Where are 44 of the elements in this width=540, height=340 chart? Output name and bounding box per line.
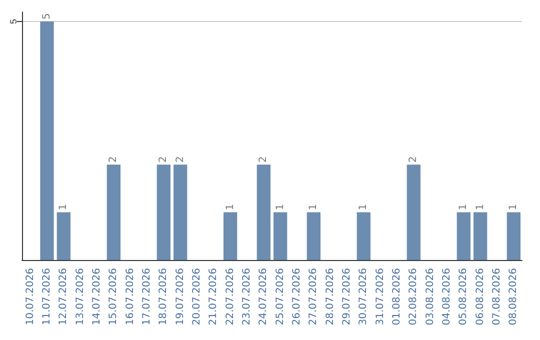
data-label: 2 — [408, 156, 420, 163]
x-tick-label: 03.08.2026 — [424, 268, 436, 326]
data-label: 5 — [42, 13, 52, 20]
x-tick-label: 08.08.2026 — [508, 268, 520, 326]
data-label: 1 — [58, 204, 70, 210]
x-tick-label: 10.07.2026 — [24, 268, 36, 326]
x-tick-label: 22.07.2026 — [224, 268, 236, 326]
data-label: 1 — [508, 204, 520, 210]
x-tick-label: 11.07.2026 — [42, 268, 52, 326]
x-tick-label: 21.07.2026 — [208, 268, 220, 326]
x-tick-label: 28.07.2026 — [324, 268, 336, 326]
x-tick-label: 13.07.2026 — [74, 268, 86, 326]
x-tick-label: 15.07.2026 — [108, 268, 120, 326]
x-tick-label: 27.07.2026 — [308, 268, 320, 326]
x-tick-label: 19.07.2026 — [174, 268, 186, 326]
x-tick-label: 06.08.2026 — [474, 268, 486, 326]
data-label: 1 — [224, 204, 236, 210]
data-label: 2 — [158, 156, 170, 163]
x-tick-label: 29.07.2026 — [342, 268, 352, 326]
x-tick-label: 12.07.2026 — [58, 268, 70, 326]
x-tick-label: 17.07.2026 — [142, 268, 152, 326]
data-label: 1 — [474, 204, 486, 210]
data-label: 1 — [274, 204, 286, 210]
x-tick-label: 14.07.2026 — [92, 268, 102, 326]
data-label: 2 — [108, 156, 120, 163]
data-label: 1 — [358, 204, 370, 210]
x-tick-label: 25.07.2026 — [274, 268, 286, 326]
x-tick-label: 01.08.2026 — [392, 268, 402, 326]
data-label: 1 — [458, 204, 470, 210]
x-tick-label: 26.07.2026 — [292, 268, 302, 326]
data-label: 2 — [258, 156, 270, 163]
x-tick-label: 24.07.2026 — [258, 268, 270, 326]
x-tick-label: 02.08.2026 — [408, 268, 420, 326]
x-tick-label: 18.07.2026 — [158, 268, 170, 326]
x-tick-label: 23.07.2026 — [242, 268, 252, 326]
x-tick-label: 07.08.2026 — [492, 268, 502, 326]
x-tick-label: 31.07.2026 — [374, 268, 386, 326]
x-tick-label: 30.07.2026 — [358, 268, 370, 326]
data-label: 1 — [308, 204, 320, 210]
x-tick-label: 05.08.2026 — [458, 268, 470, 326]
x-tick-label: 20.07.2026 — [192, 268, 202, 326]
x-tick-label: 04.08.2026 — [442, 268, 452, 326]
x-tick-label: 16.07.2026 — [124, 268, 136, 326]
data-label: 2 — [174, 156, 186, 163]
